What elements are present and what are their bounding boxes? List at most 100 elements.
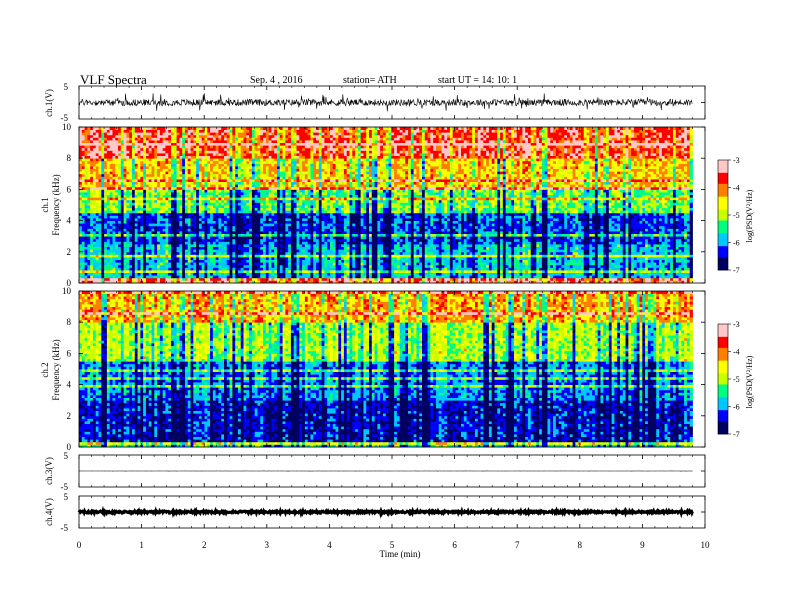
spectrogram-cell [188, 278, 191, 281]
spectrogram-cell [673, 275, 676, 278]
spectrogram-cell [232, 241, 235, 244]
spectrogram-cell [246, 239, 249, 242]
spectrogram-cell [324, 252, 327, 255]
spectrogram-cell [361, 241, 364, 244]
spectrogram-cell [316, 252, 319, 255]
spectrogram-cell [648, 275, 651, 278]
spectrogram-cell [291, 239, 294, 242]
spectrogram-cell [414, 273, 417, 276]
spectrogram-cell [135, 257, 138, 260]
spectrogram-cell [547, 249, 550, 252]
spectrogram-cell [545, 260, 548, 263]
spectrogram-cell [249, 257, 252, 260]
spectrogram-cell [645, 265, 648, 268]
spectrogram-cell [327, 249, 330, 252]
spectrogram-cell [486, 241, 489, 244]
spectrogram-cell [372, 252, 375, 255]
spectrogram-cell [99, 267, 102, 270]
spectrogram-cell [612, 278, 615, 281]
spectrogram-cell [422, 249, 425, 252]
spectrogram-cell [411, 267, 414, 270]
spectrogram-cell [679, 265, 682, 268]
spectrogram-cell [514, 273, 517, 276]
spectrogram-cell [85, 260, 88, 263]
spectrogram-cell [182, 239, 185, 242]
spectrogram-cell [124, 239, 127, 242]
spectrogram-cell [380, 260, 383, 263]
spectrogram-cell [299, 239, 302, 242]
spectrogram-cell [553, 265, 556, 268]
spectrogram-cell [168, 249, 171, 252]
spectrogram-cell [257, 262, 260, 265]
spectrogram-cell [606, 275, 609, 278]
spectrogram-cell [469, 275, 472, 278]
spectrogram-cell [352, 247, 355, 250]
spectrogram-cell [244, 247, 247, 250]
spectrogram-cell [330, 267, 333, 270]
spectrogram-cell [310, 257, 313, 260]
spectrogram-cell [207, 278, 210, 281]
spectrogram-cell [263, 252, 266, 255]
spectrogram-cell [99, 265, 102, 268]
spectrogram-cell [464, 265, 467, 268]
spectrogram-cell [531, 254, 534, 257]
spectrogram-cell [567, 241, 570, 244]
spectrogram-cell [90, 257, 93, 260]
spectrogram-cell [620, 249, 623, 252]
spectrogram-cell [400, 260, 403, 263]
spectrogram-cell [681, 262, 684, 265]
spectrogram-cell [352, 262, 355, 265]
spectrogram-cell [218, 273, 221, 276]
spectrogram-cell [310, 239, 313, 242]
spectrogram-cell [687, 275, 690, 278]
spectrogram-cell [157, 244, 160, 247]
spectrogram-cell [132, 254, 135, 257]
spectrogram-cell [559, 265, 562, 268]
spectrogram-cell [416, 244, 419, 247]
spectrogram-cell [297, 262, 300, 265]
spectrogram-cell [659, 252, 662, 255]
spectrogram-cell [665, 254, 668, 257]
spectrogram-cell [177, 244, 180, 247]
spectrogram-cell [494, 252, 497, 255]
spectrogram-cell [553, 244, 556, 247]
spectrogram-cell [665, 252, 668, 255]
spectrogram-cell [584, 270, 587, 273]
spectrogram-cell [592, 273, 595, 276]
spectrogram-cell [425, 252, 428, 255]
spectrogram-cell [570, 275, 573, 278]
spectrogram-cell [377, 252, 380, 255]
spectrogram-cell [112, 265, 115, 268]
spectrogram-cell [152, 273, 155, 276]
spectrogram-cell [324, 273, 327, 276]
spectrogram-cell [640, 244, 643, 247]
spectrogram-cell [257, 257, 260, 260]
spectrogram-cell [202, 244, 205, 247]
spectrogram-cell [600, 260, 603, 263]
spectrogram-cell [645, 267, 648, 270]
spectrogram-cell [369, 254, 372, 257]
spectrogram-cell [204, 239, 207, 242]
spectrogram-cell [592, 239, 595, 242]
spectrogram-cell [534, 257, 537, 260]
spectrogram-cell [651, 275, 654, 278]
spectrogram-cell [492, 249, 495, 252]
spectrogram-cell [146, 241, 149, 244]
spectrogram-cell [494, 278, 497, 281]
spectrogram-cell [297, 244, 300, 247]
spectrogram-cell [319, 265, 322, 268]
spectrogram-cell [110, 278, 113, 281]
spectrogram-cell [138, 239, 141, 242]
spectrogram-cell [308, 260, 311, 263]
spectrogram-cell [154, 239, 157, 242]
spectrogram-cell [227, 252, 230, 255]
spectrogram-cell [216, 241, 219, 244]
spectrogram-cell [442, 249, 445, 252]
spectrogram-cell [101, 265, 104, 268]
spectrogram-cell [631, 249, 634, 252]
spectrogram-cell [606, 273, 609, 276]
spectrogram-cell [280, 262, 283, 265]
spectrogram-cell [676, 247, 679, 250]
spectrogram-cell [310, 273, 313, 276]
spectrogram-cell [218, 275, 221, 278]
